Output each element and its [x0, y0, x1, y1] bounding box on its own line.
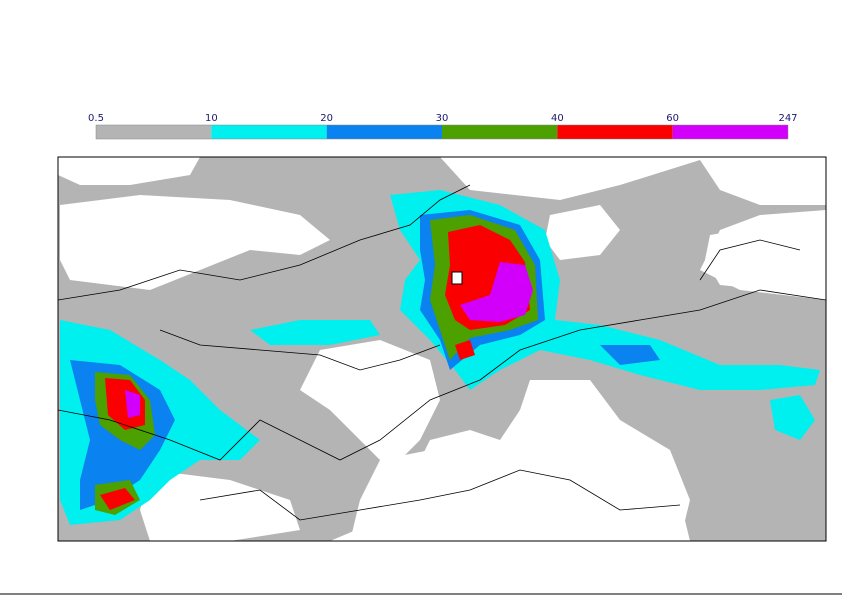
field-area: [250, 320, 380, 345]
map-frame: [57, 156, 827, 542]
field-gap: [140, 470, 300, 541]
field-gap: [60, 195, 330, 290]
colorbar-tick-label: 30: [436, 113, 449, 124]
colorbar-segment: [442, 125, 558, 139]
field-area: [520, 320, 826, 541]
colorbar-tick-label: 0.5: [88, 113, 104, 124]
colorbar-tick-label: 20: [320, 113, 333, 124]
colorbar-tick-label: 247: [778, 113, 797, 124]
field-area: [105, 378, 145, 430]
colorbar-tick-label: 10: [205, 113, 218, 124]
field-gap: [705, 225, 826, 300]
field-gap: [300, 340, 440, 470]
colorbar: 0.5 10 20 30 40 60 247: [88, 113, 798, 140]
map: [58, 157, 826, 541]
colorbar-segment: [672, 125, 788, 139]
field-gap: [510, 380, 690, 541]
colorbar-frame: [95, 124, 789, 140]
field-area: [600, 345, 660, 365]
colorbar-tick-label: 40: [551, 113, 564, 124]
colorbar-tick-label: 60: [666, 113, 679, 124]
field-gap: [545, 205, 620, 260]
field-gap: [350, 450, 500, 541]
coastlines: [58, 184, 826, 521]
colorbar-segment: [557, 125, 673, 139]
field-area: [100, 488, 135, 510]
field-gap: [700, 160, 826, 205]
field-area: [460, 262, 533, 322]
city-marker: [451, 271, 463, 285]
field-area: [455, 340, 475, 360]
colorbar-segment: [326, 125, 442, 139]
field-area: [125, 390, 140, 418]
field-gap: [450, 160, 520, 185]
colorbar-segment: [211, 125, 327, 139]
field-area: [770, 395, 815, 440]
field-gap: [58, 157, 200, 185]
colorbar-segment: [96, 125, 212, 139]
